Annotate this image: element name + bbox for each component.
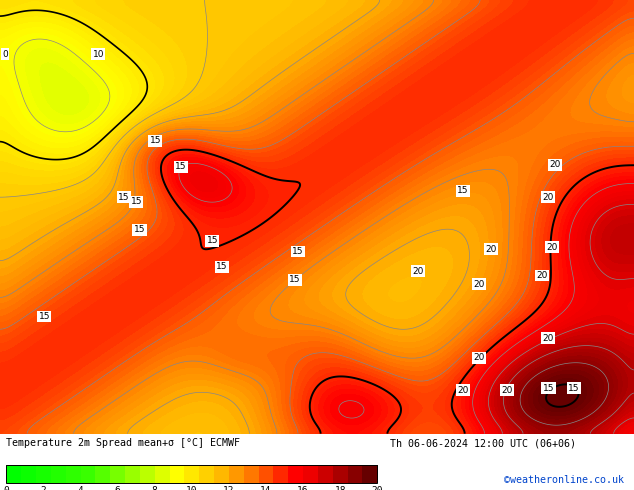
Bar: [229, 465, 244, 483]
Text: 15: 15: [207, 236, 218, 245]
Bar: [273, 465, 289, 483]
Text: Temperature 2m Spread mean+σ [°C] ECMWF: Temperature 2m Spread mean+σ [°C] ECMWF: [6, 438, 240, 448]
Text: 20: 20: [536, 271, 548, 280]
Bar: [214, 465, 230, 483]
Text: 2: 2: [41, 486, 46, 490]
Text: 10: 10: [186, 486, 198, 490]
Bar: [333, 465, 348, 483]
Text: 20: 20: [413, 267, 424, 275]
Bar: [303, 465, 318, 483]
Bar: [363, 465, 378, 483]
Bar: [6, 465, 377, 483]
Bar: [288, 465, 304, 483]
Bar: [21, 465, 37, 483]
Text: 15: 15: [568, 384, 579, 392]
Text: ©weatheronline.co.uk: ©weatheronline.co.uk: [505, 475, 624, 485]
Text: 16: 16: [297, 486, 309, 490]
Text: 20: 20: [543, 334, 554, 343]
Bar: [36, 465, 51, 483]
Text: 20: 20: [473, 279, 484, 289]
Bar: [259, 465, 274, 483]
Bar: [95, 465, 111, 483]
Bar: [347, 465, 363, 483]
Text: 15: 15: [543, 384, 554, 392]
Bar: [81, 465, 96, 483]
Bar: [243, 465, 259, 483]
Bar: [140, 465, 155, 483]
Bar: [199, 465, 215, 483]
Bar: [125, 465, 141, 483]
Text: Th 06-06-2024 12:00 UTC (06+06): Th 06-06-2024 12:00 UTC (06+06): [390, 438, 576, 448]
Text: 15: 15: [134, 225, 145, 234]
Text: 15: 15: [216, 262, 228, 271]
Text: 12: 12: [223, 486, 235, 490]
Bar: [318, 465, 333, 483]
Text: 15: 15: [131, 197, 142, 206]
Bar: [51, 465, 67, 483]
Text: 15: 15: [289, 275, 301, 284]
Text: 20: 20: [457, 386, 469, 395]
Text: 15: 15: [175, 163, 186, 172]
Text: 20: 20: [501, 386, 513, 395]
Text: 10: 10: [93, 49, 104, 59]
Bar: [6, 465, 22, 483]
Bar: [155, 465, 170, 483]
Text: 15: 15: [150, 136, 161, 146]
Text: 4: 4: [77, 486, 84, 490]
Text: 15: 15: [292, 247, 304, 256]
Bar: [110, 465, 126, 483]
Text: 20: 20: [372, 486, 383, 490]
Text: 20: 20: [486, 245, 497, 254]
Text: 0: 0: [2, 49, 8, 59]
Text: 8: 8: [152, 486, 158, 490]
Text: 20: 20: [546, 243, 557, 252]
Text: 15: 15: [39, 312, 50, 321]
Bar: [66, 465, 81, 483]
Text: 6: 6: [115, 486, 120, 490]
Bar: [184, 465, 200, 483]
Text: 18: 18: [334, 486, 346, 490]
Text: 20: 20: [543, 193, 554, 202]
Text: 15: 15: [457, 186, 469, 196]
Bar: [169, 465, 185, 483]
Text: 0: 0: [3, 486, 10, 490]
Text: 15: 15: [118, 193, 129, 202]
Text: 14: 14: [260, 486, 272, 490]
Text: 20: 20: [473, 353, 484, 362]
Text: 20: 20: [549, 160, 560, 169]
